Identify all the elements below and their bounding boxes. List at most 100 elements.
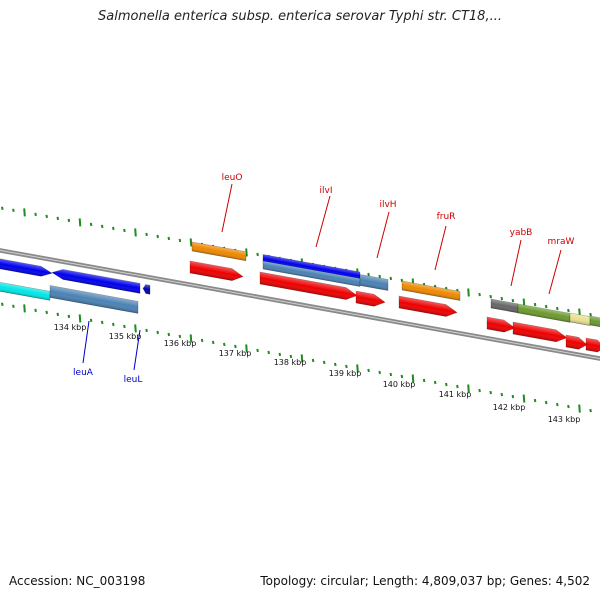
- inner-tick: [322, 360, 326, 365]
- gene-leuA-feature: [0, 258, 53, 277]
- inner-tick: [189, 334, 193, 343]
- gene-mraW-feature: [517, 303, 571, 323]
- gene-ilvH-feature-steel: [359, 274, 389, 291]
- accession-label: Accession: NC_003198: [9, 574, 146, 588]
- inner-tick: [544, 400, 548, 405]
- outer-tick: [112, 226, 115, 231]
- gene-label-leuO[interactable]: leuO: [222, 173, 243, 183]
- label-leader: [376, 211, 390, 259]
- ruler-label: 142 kbp: [493, 403, 526, 412]
- inner-tick: [123, 324, 126, 329]
- inner-tick: [378, 370, 381, 375]
- outer-tick: [134, 228, 137, 237]
- outer-tick: [511, 298, 515, 303]
- outer-tick: [89, 222, 93, 227]
- gene-leuL-feature: [142, 284, 151, 295]
- inner-tick: [334, 362, 337, 367]
- outer-tick: [67, 218, 71, 223]
- outer-tick: [56, 216, 60, 221]
- outer-tick: [12, 208, 15, 213]
- outer-tick: [145, 232, 148, 237]
- outer-tick: [123, 228, 126, 233]
- gene-label-yabB[interactable]: yabB: [510, 228, 533, 238]
- gene-label-ilvI[interactable]: ilvI: [320, 186, 333, 196]
- gene-label-leuL[interactable]: leuL: [124, 375, 143, 385]
- outer-tick: [556, 306, 559, 311]
- inner-tick: [167, 332, 171, 337]
- outer-tick-track: [1, 206, 592, 317]
- ruler-label: 135 kbp: [109, 332, 142, 341]
- inner-tick: [445, 382, 448, 387]
- inner-tick: [12, 304, 15, 309]
- gene-fruR-feature: [401, 280, 461, 301]
- gene-label-fruR[interactable]: fruR: [437, 212, 456, 222]
- outer-tick: [567, 308, 570, 313]
- gene-label-leuA[interactable]: leuA: [73, 368, 94, 378]
- inner-tick: [256, 348, 259, 353]
- inner-tick: [500, 392, 504, 397]
- inner-tick: [311, 358, 315, 363]
- label-leader: [548, 249, 562, 295]
- feature-track: [0, 241, 600, 353]
- inner-tick: [556, 402, 559, 407]
- cds-feature: [398, 295, 458, 317]
- topology-summary: Topology: circular; Length: 4,809,037 bp…: [260, 574, 590, 588]
- inner-tick: [89, 318, 93, 323]
- inner-tick: [145, 328, 148, 333]
- outer-tick: [178, 238, 182, 243]
- label-leader: [315, 195, 331, 248]
- inner-tick: [522, 394, 526, 403]
- gene-label-mraW[interactable]: mraW: [548, 237, 575, 247]
- outer-tick: [23, 208, 26, 217]
- inner-tick: [478, 388, 481, 393]
- inner-tick: [300, 354, 304, 363]
- label-leader: [221, 183, 233, 233]
- inner-tick: [278, 352, 282, 357]
- gene-labels: leuO ilvI ilvH fruR yabB mraW leuA leuL: [73, 173, 574, 385]
- cds-feature: [355, 290, 386, 307]
- sequence-backbone: [0, 248, 600, 361]
- inner-tick: [422, 378, 426, 383]
- inner-tick: [234, 344, 237, 349]
- outer-tick: [389, 276, 393, 281]
- outer-tick: [1, 206, 4, 211]
- gene-ilvI-feature-steel: [262, 260, 361, 287]
- inner-tick: [156, 330, 159, 335]
- ruler-label: 143 kbp: [548, 415, 581, 424]
- inner-tick: [578, 404, 581, 413]
- ruler-label: 141 kbp: [439, 390, 472, 399]
- inner-tick-track: [1, 302, 592, 413]
- inner-tick: [178, 334, 182, 339]
- ruler-labels: 134 kbp 135 kbp 136 kbp 137 kbp 138 kbp 139 k…: [54, 323, 581, 424]
- outer-tick: [156, 234, 159, 239]
- inner-tick: [356, 364, 359, 373]
- inner-tick: [367, 368, 370, 373]
- outer-tick: [34, 212, 37, 217]
- outer-tick: [189, 238, 193, 247]
- outer-tick: [589, 312, 592, 317]
- cds-feature: [512, 321, 568, 343]
- label-leader: [510, 239, 522, 287]
- inner-tick: [400, 374, 404, 379]
- cds-feature: [486, 316, 516, 333]
- outer-tick: [78, 218, 82, 227]
- gene-feature: [569, 312, 591, 326]
- inner-tick: [34, 308, 37, 313]
- inner-tick: [134, 324, 137, 333]
- gene-feature-cyan: [0, 281, 51, 301]
- cds-feature: [259, 271, 358, 300]
- inner-tick: [112, 322, 115, 327]
- outer-tick: [467, 288, 470, 297]
- gene-leuA-feature-2: [51, 269, 141, 294]
- gene-label-ilvH[interactable]: ilvH: [379, 200, 396, 210]
- inner-tick: [345, 364, 348, 369]
- outer-tick: [500, 296, 504, 301]
- outer-tick: [378, 274, 381, 279]
- inner-tick: [511, 394, 515, 399]
- inner-tick: [1, 302, 4, 307]
- outer-tick: [533, 302, 537, 307]
- inner-tick: [289, 354, 293, 359]
- inner-tick: [78, 314, 82, 323]
- inner-tick: [489, 390, 492, 395]
